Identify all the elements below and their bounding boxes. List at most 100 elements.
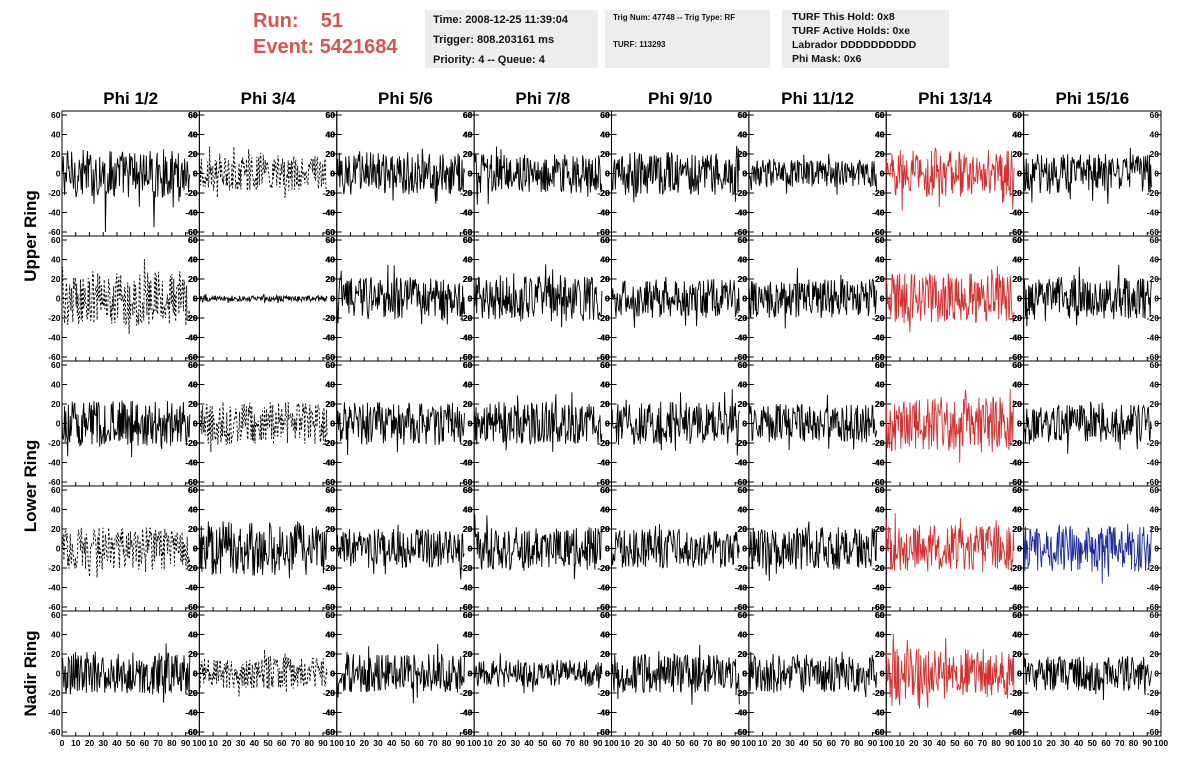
y-tick-label-right: 20 <box>600 149 610 159</box>
y-tick-label-right: 60 <box>188 235 198 245</box>
y-tick-label-right: 20 <box>325 274 335 284</box>
y-tick-label: -40 <box>186 458 199 468</box>
y-tick-label-right: 20 <box>1150 149 1160 159</box>
y-tick-label-right: -40 <box>1147 208 1160 218</box>
y-tick-label: 20 <box>738 274 748 284</box>
y-tick-label: -20 <box>323 563 336 573</box>
waveform-trace <box>336 643 465 704</box>
y-tick-label: -60 <box>48 727 61 737</box>
y-tick-label: 60 <box>51 360 61 370</box>
x-tick-label: 10 <box>895 738 905 748</box>
panel-r2-c8: 60 60 40 40 20 20 0 0 -20 -20 -40 -40 -60 -60 <box>1010 235 1162 362</box>
y-tick-label-right: 0 <box>330 544 335 554</box>
x-tick-label: 50 <box>950 738 960 748</box>
y-tick-label-right: -60 <box>1147 602 1160 612</box>
y-tick-label-right: -60 <box>1009 477 1022 487</box>
panel-r5-c5: 60 60 40 40 20 20 0 0 -20 -20 -40 -40 -60 -60 <box>598 610 750 737</box>
y-tick-label-right: 40 <box>188 505 198 515</box>
y-tick-label-right: 60 <box>600 485 610 495</box>
column-header-2: Phi 3/4 <box>241 89 296 108</box>
x-tick-label: 90 <box>181 738 191 748</box>
x-tick-label: 50 <box>813 738 823 748</box>
y-tick-label-right: -20 <box>185 438 198 448</box>
x-tick-label: 50 <box>263 738 273 748</box>
y-tick-label: -40 <box>460 583 473 593</box>
y-tick-label: 0 <box>56 294 61 304</box>
x-tick-label: 30 <box>923 738 933 748</box>
waveform-trace <box>336 402 465 456</box>
panel-r2-c3: 60 60 40 40 20 20 0 0 -20 -20 -40 -40 -60 -60 <box>323 235 475 362</box>
y-tick-label-right: 20 <box>600 649 610 659</box>
y-tick-label: 20 <box>326 149 336 159</box>
y-tick-label: -20 <box>598 563 611 573</box>
y-tick-label: 40 <box>188 505 198 515</box>
y-tick-label-right: -60 <box>322 477 335 487</box>
y-tick-label: -40 <box>460 458 473 468</box>
y-tick-label-right: 40 <box>463 505 473 515</box>
y-tick-label: -60 <box>323 727 336 737</box>
y-tick-label: 60 <box>326 485 336 495</box>
y-tick-label: -20 <box>460 438 473 448</box>
y-tick-label-right: 60 <box>1150 485 1160 495</box>
y-tick-label: 20 <box>51 274 61 284</box>
y-tick-label-right: -20 <box>322 563 335 573</box>
y-tick-label: 0 <box>880 294 885 304</box>
y-tick-label: 60 <box>51 485 61 495</box>
y-tick-label: -40 <box>48 708 61 718</box>
y-tick-label-right: 0 <box>1017 169 1022 179</box>
y-tick-label-right: 0 <box>467 544 472 554</box>
y-tick-label: 60 <box>875 610 885 620</box>
y-tick-label-right: -40 <box>1009 708 1022 718</box>
y-tick-label: -40 <box>735 333 748 343</box>
waveform-trace <box>61 400 191 458</box>
y-tick-label-right: 20 <box>737 399 747 409</box>
y-tick-label: 60 <box>738 360 748 370</box>
run-event-block: Run: 51 Event: 5421684 <box>253 8 423 68</box>
y-tick-label: 60 <box>51 235 61 245</box>
y-tick-label: -60 <box>323 477 336 487</box>
column-header-4: Phi 7/8 <box>515 89 570 108</box>
y-tick-label-right: -40 <box>460 708 473 718</box>
y-tick-label-right: -40 <box>460 208 473 218</box>
y-tick-label: 20 <box>51 524 61 534</box>
y-tick-label: 60 <box>463 110 473 120</box>
panel-r5-c7: 60 60 40 40 20 20 0 0 -20 -20 -40 -40 -60 -60 <box>872 610 1025 737</box>
panel-frame <box>611 235 750 362</box>
y-tick-label: 40 <box>51 130 61 140</box>
y-tick-label: 0 <box>880 169 885 179</box>
x-tick-label: 70 <box>428 738 438 748</box>
x-tick-label: 40 <box>387 738 397 748</box>
x-tick-label: 10 <box>1033 738 1043 748</box>
y-tick-label-right: -60 <box>872 352 885 362</box>
y-tick-label-right: -40 <box>1009 333 1022 343</box>
y-tick-label: -20 <box>186 688 199 698</box>
y-tick-label: 60 <box>1013 360 1023 370</box>
y-tick-label: -40 <box>735 708 748 718</box>
column-header-1: Phi 1/2 <box>103 89 158 108</box>
x-tick-label: 70 <box>153 738 163 748</box>
panel-r5-c4: 60 60 40 40 20 20 0 0 -20 -20 -40 -40 -60 -60 <box>460 610 612 737</box>
x-tick-label: 100 <box>879 738 893 748</box>
panel-frame <box>336 235 475 362</box>
y-tick-label: -20 <box>323 313 336 323</box>
y-tick-label-right: -20 <box>872 313 885 323</box>
turf-text: TURF: 113293 <box>613 40 666 49</box>
y-tick-label: 20 <box>463 149 473 159</box>
x-tick-label: 40 <box>936 738 946 748</box>
y-tick-label-right: -20 <box>1147 188 1160 198</box>
y-tick-label: 20 <box>875 524 885 534</box>
panel-r4-c6: 60 60 40 40 20 20 0 0 -20 -20 -40 -40 -60 -60 <box>735 485 887 612</box>
y-tick-label: 20 <box>601 399 611 409</box>
run-line: Run: 51 <box>253 8 423 34</box>
waveform-trace <box>336 524 465 580</box>
y-tick-label-right: -60 <box>185 727 198 737</box>
panel-r3-c2: 60 60 40 40 20 20 0 0 -20 -20 -40 -40 -60 -60 <box>186 360 338 487</box>
y-tick-label: 40 <box>463 255 473 265</box>
x-tick-label: 60 <box>140 738 150 748</box>
y-tick-label: -40 <box>186 708 199 718</box>
y-tick-label-right: 40 <box>1150 255 1160 265</box>
x-tick-label: 70 <box>703 738 713 748</box>
y-tick-label-right: -60 <box>1147 227 1160 237</box>
y-tick-label-right: 20 <box>1012 399 1022 409</box>
